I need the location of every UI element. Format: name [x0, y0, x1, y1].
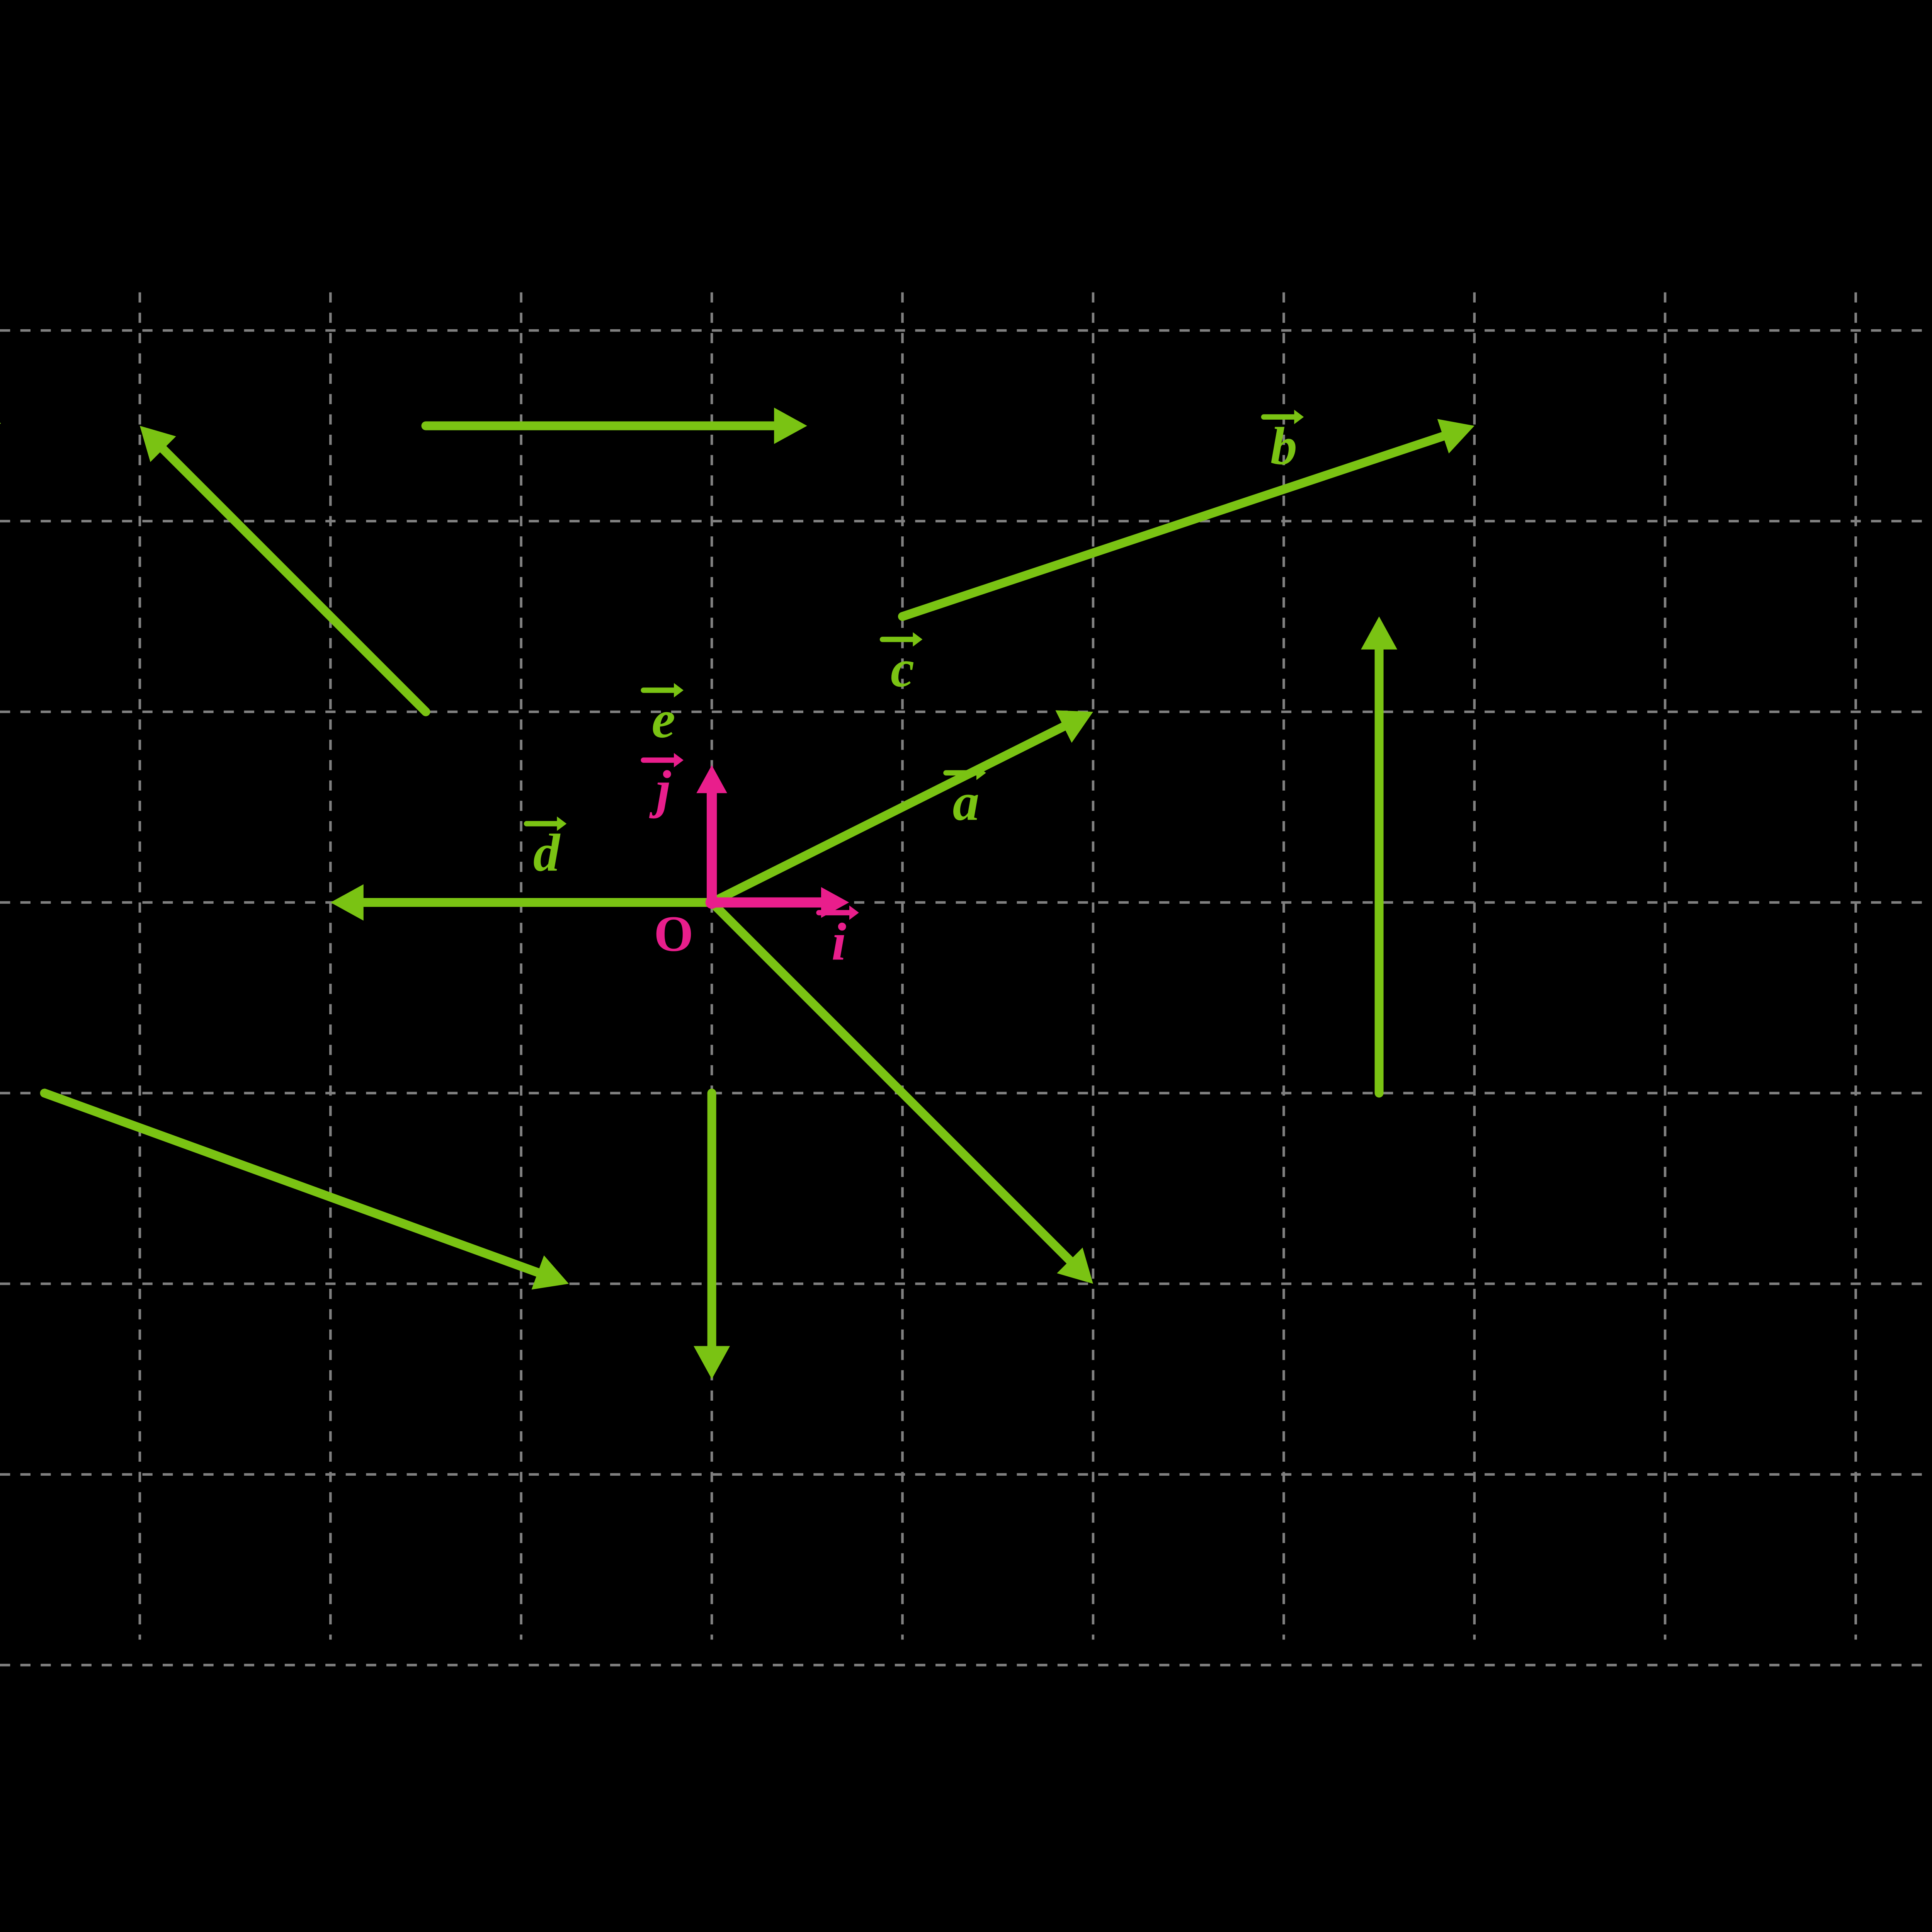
svg-text:c: c	[891, 639, 914, 698]
svg-text:i: i	[832, 912, 846, 971]
svg-text:b: b	[1270, 417, 1297, 476]
svg-text:e: e	[651, 690, 675, 749]
background	[0, 293, 1932, 1640]
svg-text:a: a	[952, 772, 979, 832]
origin-label: O	[654, 906, 693, 962]
vector-diagram: Oabcdefghkij	[0, 0, 1932, 1932]
origin-point	[706, 896, 718, 909]
svg-text:d: d	[533, 823, 561, 882]
